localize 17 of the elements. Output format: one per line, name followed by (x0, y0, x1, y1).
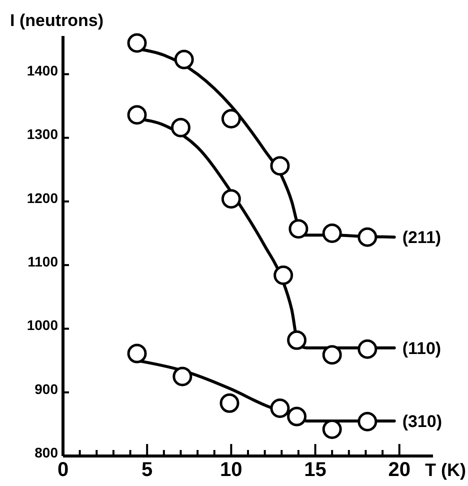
series-label: (110) (402, 338, 442, 358)
y-tick-label: 1000 (26, 317, 58, 334)
y-axis-title: I (neutrons) (10, 11, 104, 30)
y-tick-label: 900 (34, 380, 58, 397)
series-label: (211) (402, 228, 442, 248)
x-tick-label: 5 (142, 459, 153, 481)
x-tick-label: 15 (304, 459, 326, 481)
y-tick-label: 800 (34, 444, 58, 460)
series-label: (310) (402, 412, 442, 431)
x-tick-label: 20 (388, 459, 410, 481)
x-tick-label: 0 (57, 459, 69, 481)
x-tick-label: 10 (220, 459, 242, 481)
x-axis-title: T (K) (425, 460, 466, 480)
y-tick-label: 1300 (26, 126, 58, 142)
y-tick-label: 1200 (26, 190, 58, 206)
y-tick-label: 1400 (26, 62, 58, 79)
y-tick-label: 1100 (28, 253, 58, 270)
